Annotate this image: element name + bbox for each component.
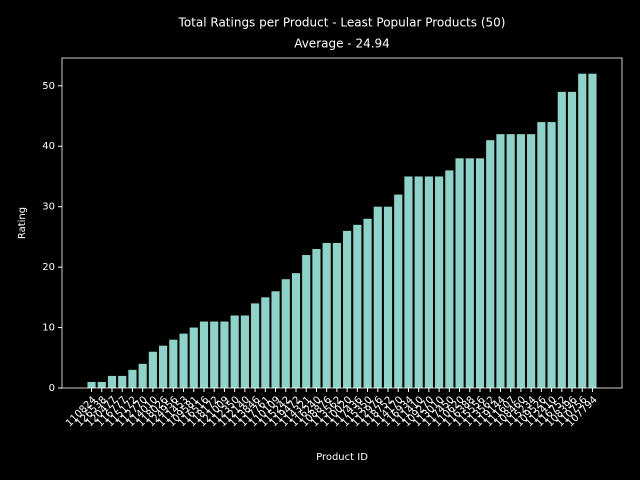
- bar: [455, 158, 464, 388]
- bar: [220, 321, 229, 388]
- bar: [578, 73, 587, 388]
- bar: [230, 315, 239, 388]
- y-tick-label: 50: [42, 81, 55, 92]
- bar: [159, 345, 168, 388]
- y-tick-label: 30: [42, 202, 55, 213]
- bar: [97, 381, 106, 388]
- bar: [281, 279, 290, 388]
- bar: [312, 248, 321, 388]
- chart-subtitle: Average - 24.94: [294, 37, 390, 51]
- bar: [373, 206, 382, 388]
- bar: [240, 315, 249, 388]
- x-axis-label: Product ID: [316, 452, 368, 463]
- bar: [465, 158, 474, 388]
- y-axis-label: Rating: [17, 207, 28, 239]
- bar: [332, 242, 341, 388]
- y-tick-label: 10: [42, 323, 55, 334]
- plot-frame: [61, 57, 623, 389]
- chart-title: Total Ratings per Product - Least Popula…: [178, 16, 506, 30]
- bar: [118, 375, 127, 388]
- bar: [261, 297, 270, 388]
- bar: [516, 134, 525, 388]
- bar: [302, 255, 311, 388]
- bar: [383, 206, 393, 388]
- bar: [210, 321, 219, 388]
- bar: [189, 327, 198, 388]
- y-tick-label: 40: [42, 141, 55, 152]
- bar: [435, 176, 444, 388]
- bar: [496, 134, 505, 388]
- bar: [271, 291, 280, 388]
- bar: [128, 369, 137, 388]
- bar: [107, 375, 117, 388]
- bar: [527, 134, 536, 388]
- bar: [588, 73, 597, 388]
- bar: [537, 122, 546, 389]
- bar: [424, 176, 433, 388]
- bar: [394, 194, 403, 388]
- bar: [179, 333, 188, 388]
- bar: [291, 273, 301, 388]
- bar: [414, 176, 423, 388]
- y-tick-label: 20: [42, 262, 55, 273]
- bar: [475, 158, 485, 388]
- y-tick-label: 0: [49, 383, 55, 394]
- bar: [199, 321, 209, 388]
- bar: [251, 303, 260, 388]
- bar: [322, 242, 331, 388]
- bar: [169, 339, 178, 388]
- bar: [138, 363, 147, 388]
- bar: [87, 381, 96, 388]
- bar: [404, 176, 413, 388]
- bar: [363, 218, 372, 388]
- bar: [506, 134, 515, 388]
- bar: [547, 122, 556, 389]
- bar: [343, 230, 352, 388]
- bar: [486, 140, 495, 388]
- bar: [557, 91, 566, 388]
- bar: [148, 351, 157, 388]
- bar: [353, 224, 362, 388]
- bar: [567, 91, 577, 388]
- bar: [445, 170, 454, 388]
